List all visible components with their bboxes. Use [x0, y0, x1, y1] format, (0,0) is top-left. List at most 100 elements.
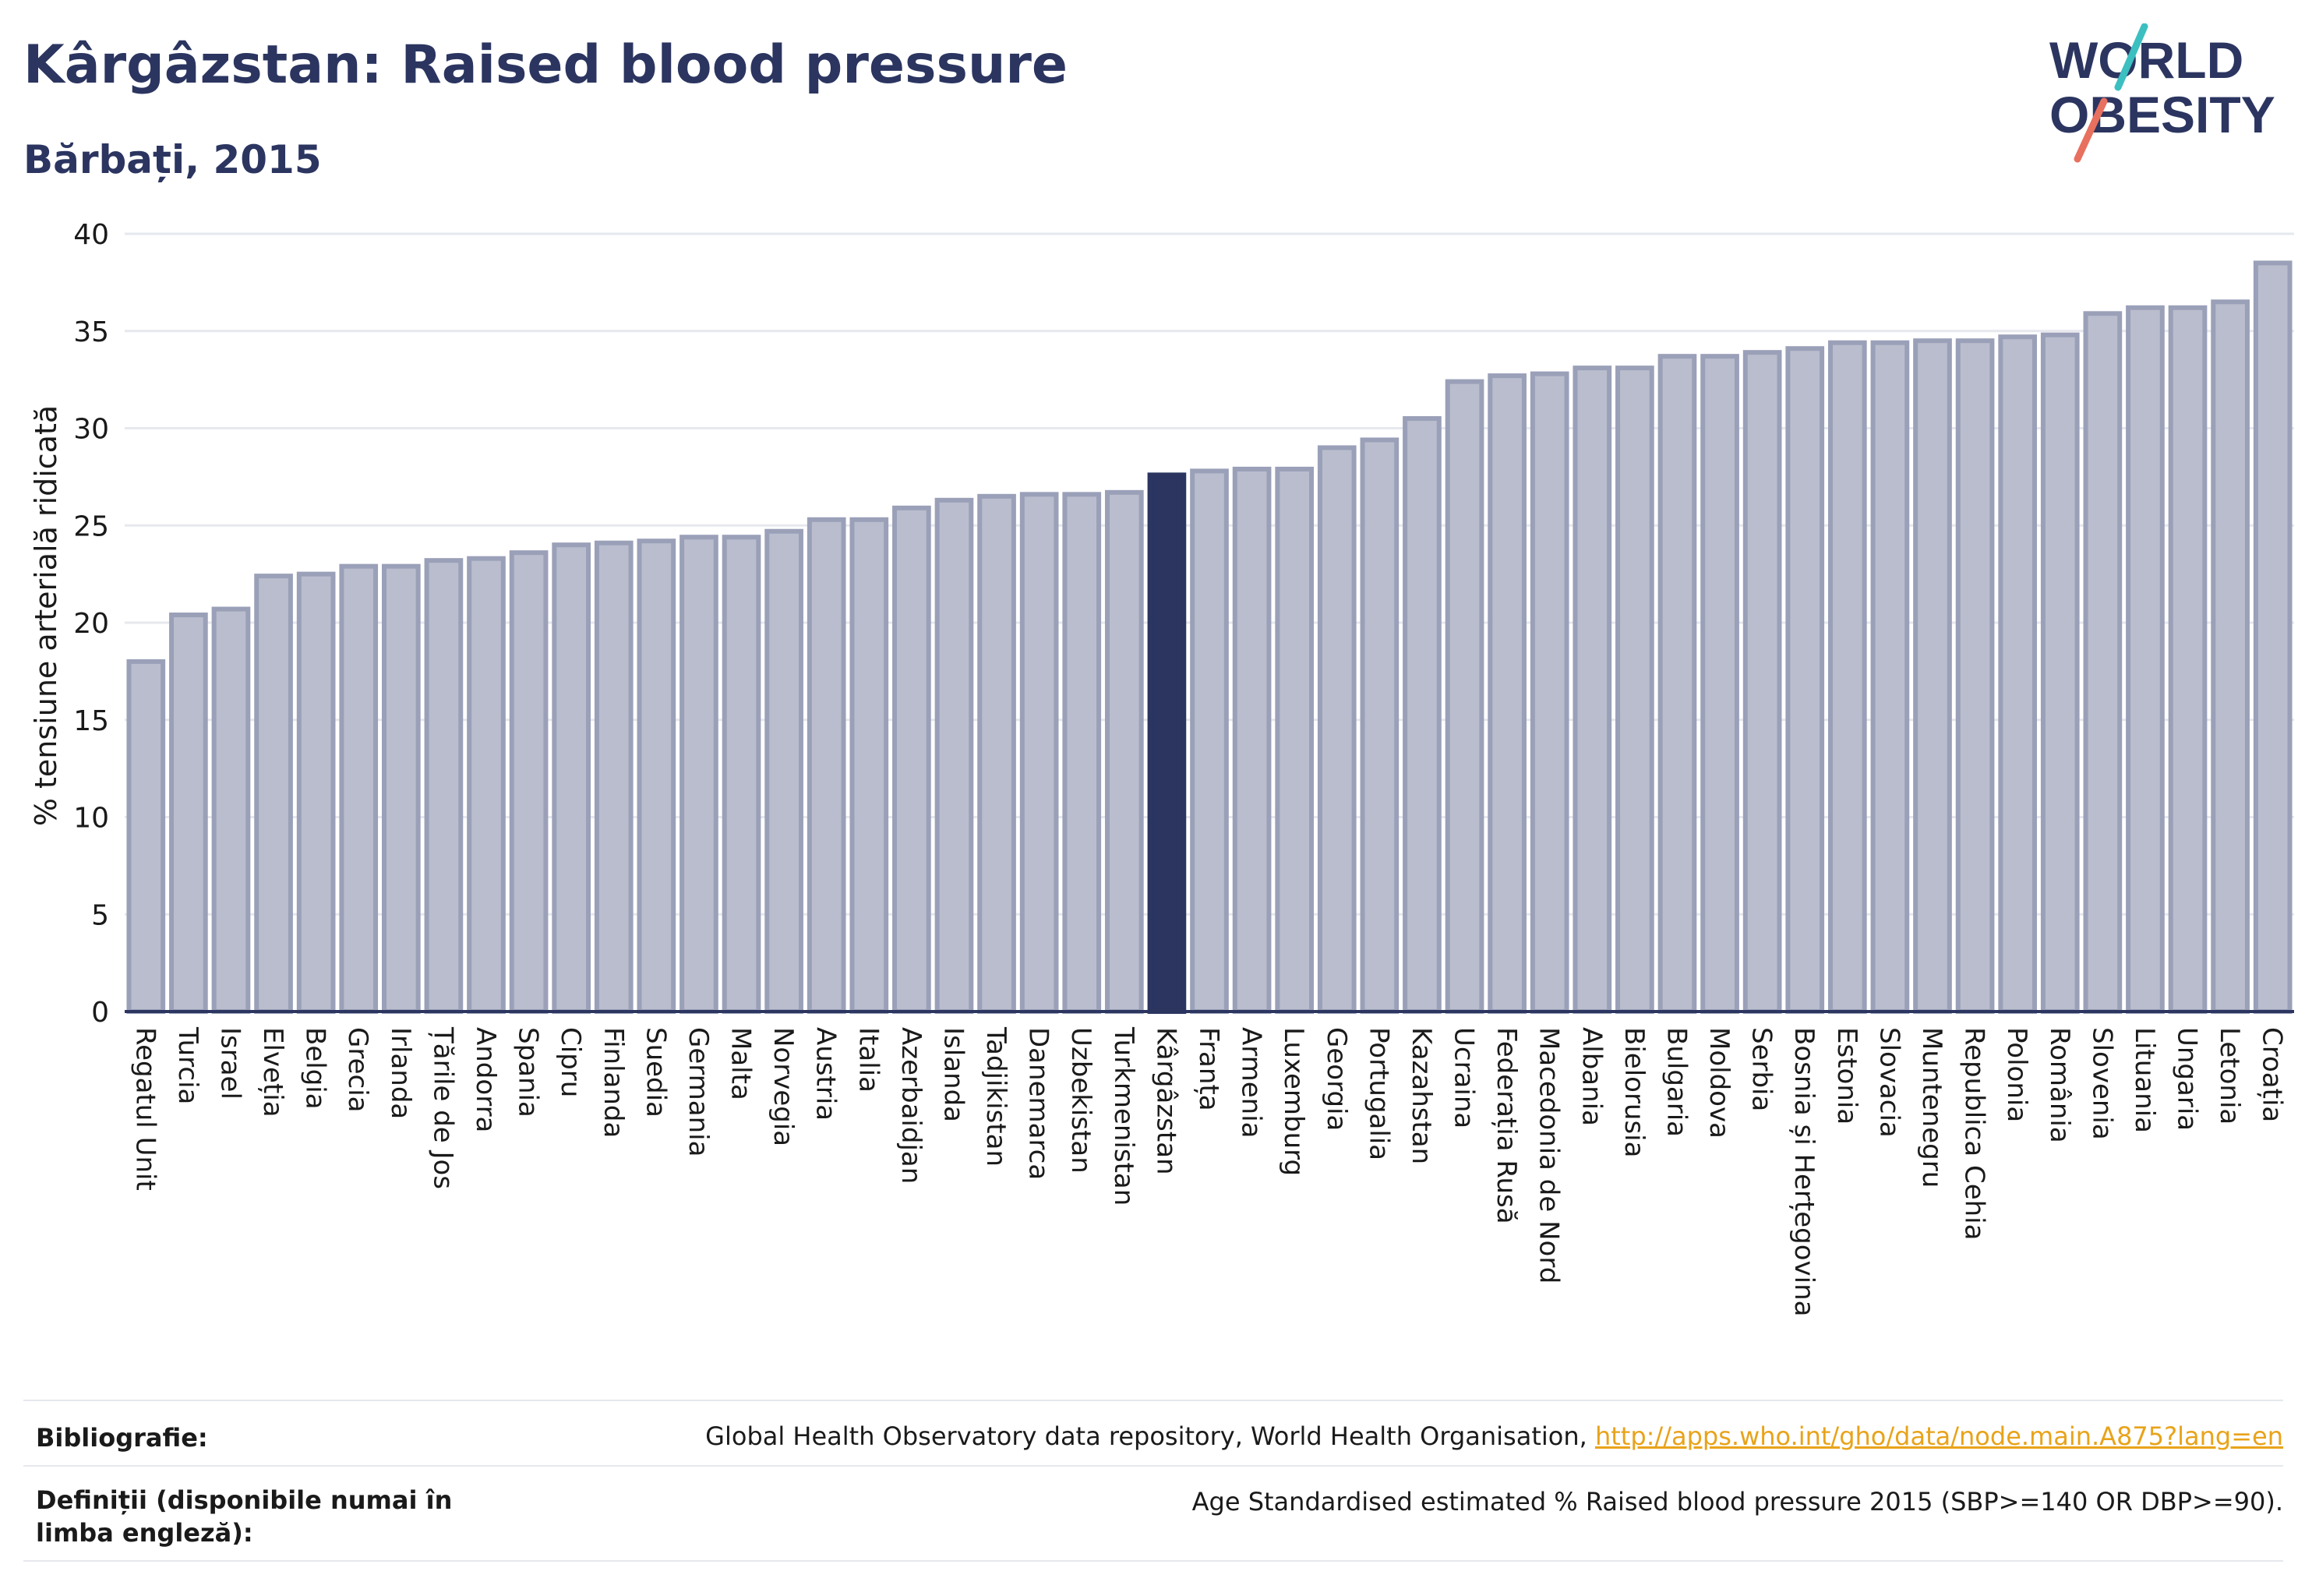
x-tick-label: Spania	[513, 1027, 544, 1118]
bibliography-text: Global Health Observatory data repositor…	[705, 1421, 1595, 1451]
bar-37	[1700, 354, 1739, 1014]
x-tick-label: Germania	[683, 1027, 714, 1156]
bars	[126, 260, 2293, 1015]
bar-12	[637, 538, 676, 1014]
x-tick-label: România	[2044, 1027, 2075, 1143]
bar-38	[1742, 350, 1782, 1014]
bar-48	[2168, 305, 2208, 1014]
x-tick-label: Cipru	[555, 1027, 586, 1097]
bar-9	[509, 550, 549, 1014]
x-tick-label: Macedonia de Nord	[1534, 1027, 1565, 1284]
y-tick-label: 10	[73, 803, 109, 835]
bar-3	[254, 574, 293, 1014]
x-tick-label: Polonia	[2001, 1027, 2032, 1122]
definition-label: Definiții (disponibile numai în limba en…	[36, 1485, 453, 1548]
bar-26	[1232, 466, 1272, 1014]
bar-33	[1530, 371, 1569, 1014]
x-tick-label: Danemarca	[1023, 1027, 1054, 1180]
x-tick-label: Lituania	[2129, 1027, 2160, 1133]
x-tick-label: Ucraina	[1449, 1027, 1480, 1128]
x-tick-label: Slovacia	[1873, 1027, 1904, 1138]
footer-divider-bottom	[23, 1560, 2283, 1562]
bar-10	[552, 542, 591, 1014]
footer-divider-middle	[23, 1465, 2283, 1467]
y-axis-label: % tensiune arterială ridicată	[29, 405, 63, 826]
x-tick-label: Letonia	[2214, 1027, 2245, 1125]
bar-4	[296, 571, 336, 1014]
x-tick-label: Georgia	[1321, 1027, 1352, 1131]
y-tick-label: 0	[91, 997, 109, 1029]
logo-slash-teal	[2114, 23, 2148, 91]
x-tick-label: Austria	[810, 1027, 842, 1121]
x-tick-label: Elveția	[257, 1027, 288, 1118]
bar-23	[1104, 489, 1144, 1014]
bar-25	[1190, 468, 1229, 1014]
x-tick-label: Grecia	[342, 1027, 373, 1112]
bar-42	[1913, 338, 1952, 1015]
x-tick-label: Federația Rusă	[1491, 1027, 1522, 1224]
bar-32	[1488, 373, 1527, 1014]
bar-16	[807, 517, 846, 1014]
x-tick-label: Luxemburg	[1278, 1027, 1309, 1176]
x-tick-label: Croația	[2257, 1027, 2288, 1122]
bar-1	[169, 613, 208, 1015]
bar-21	[1019, 492, 1059, 1014]
x-tick-label: Moldova	[1703, 1027, 1735, 1139]
x-tick-label: Albania	[1576, 1027, 1607, 1126]
x-tick-label: Kârgâzstan	[1150, 1027, 1181, 1175]
x-tick-label: Bosnia și Herțegovina	[1788, 1027, 1820, 1317]
y-tick-label: 20	[73, 608, 109, 640]
bibliography-link[interactable]: http://apps.who.int/gho/data/node.main.A…	[1594, 1421, 2283, 1451]
x-tick-label: Belgia	[300, 1027, 331, 1110]
bar-29	[1360, 437, 1400, 1014]
bar-40	[1827, 340, 1867, 1015]
y-tick-label: 25	[73, 510, 109, 542]
x-tick-label: Suedia	[640, 1027, 671, 1118]
x-tick-label: Estonia	[1831, 1027, 1862, 1125]
bibliography-value: Global Health Observatory data repositor…	[705, 1421, 2283, 1451]
chart-title: Kârgâzstan: Raised blood pressure	[23, 34, 1068, 96]
x-tick-label: Malta	[725, 1027, 757, 1100]
x-tick-label: Azerbaidjan	[895, 1027, 927, 1184]
x-tick-label: Franța	[1193, 1027, 1224, 1111]
bar-47	[2126, 305, 2165, 1014]
bar-17	[849, 517, 889, 1014]
bar-36	[1657, 354, 1697, 1014]
x-tick-label: Italia	[852, 1027, 884, 1093]
x-tick-label: Regatul Unit	[129, 1027, 161, 1191]
bar-13	[679, 535, 718, 1014]
bar-31	[1445, 379, 1484, 1014]
x-tick-label: Slovenia	[2086, 1027, 2117, 1140]
x-tick-label: Bielorusia	[1618, 1027, 1650, 1157]
bar-28	[1317, 445, 1357, 1014]
y-tick-label: 40	[73, 219, 109, 251]
bar-0	[126, 659, 166, 1015]
bar-2	[211, 606, 251, 1014]
bar-46	[2083, 311, 2123, 1015]
x-tick-label: Tadjikistan	[980, 1026, 1011, 1167]
x-tick-label: Kazahstan	[1406, 1027, 1437, 1164]
bar-44	[1998, 334, 2038, 1014]
world-obesity-logo: WORLD OBESITY	[2049, 23, 2275, 163]
bar-50	[2253, 260, 2293, 1014]
x-tick-label: Ungaria	[2172, 1027, 2203, 1131]
x-tick-label: Bulgaria	[1661, 1027, 1692, 1137]
logo-word-world: WORLD	[2049, 31, 2243, 89]
bar-43	[1955, 338, 1995, 1015]
logo-slash-coral	[2074, 97, 2108, 163]
x-tick-label: Muntenegru	[1916, 1027, 1947, 1188]
bar-27	[1275, 466, 1315, 1014]
bar-chart: 0 5 10 15 20 25 30 35 40 Regatul Unit Turcia Israel…	[29, 219, 2294, 1317]
bibliography-label: Bibliografie:	[36, 1423, 208, 1453]
y-tick-label: 15	[73, 705, 109, 737]
bar-39	[1785, 346, 1825, 1014]
bar-20	[977, 493, 1016, 1014]
bar-22	[1062, 492, 1102, 1014]
x-tick-label: Israel	[214, 1027, 245, 1100]
footer-divider-top	[23, 1400, 2283, 1401]
x-tick-label: Finlanda	[598, 1027, 629, 1138]
x-tick-label: Serbia	[1746, 1027, 1777, 1111]
bar-35	[1615, 365, 1654, 1014]
y-tick-label: 35	[73, 316, 109, 348]
bar-8	[467, 556, 506, 1014]
